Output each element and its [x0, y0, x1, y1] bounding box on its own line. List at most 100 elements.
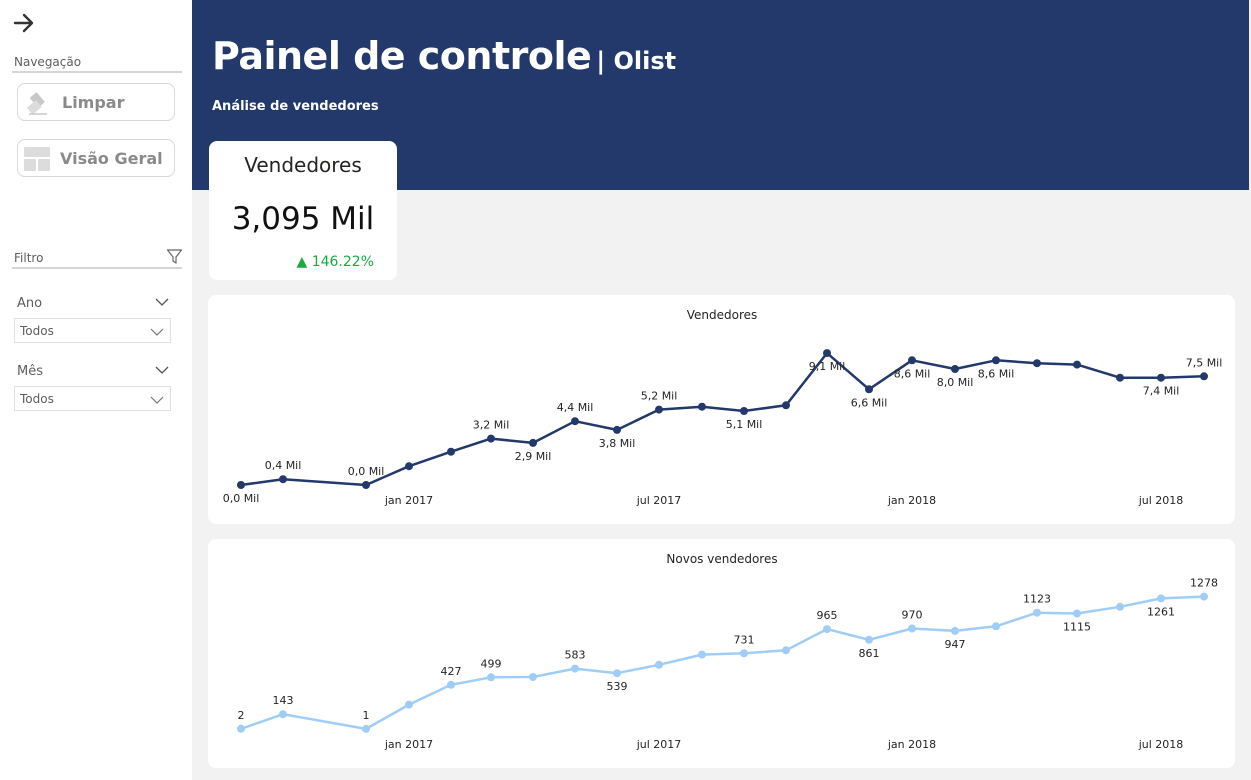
data-point: [823, 625, 831, 634]
year-dropdown-value: Todos: [20, 324, 54, 338]
data-point: [447, 680, 455, 689]
x-tick-label: jan 2018: [887, 494, 936, 507]
chart-title: Vendedores: [687, 308, 758, 322]
x-tick-label: jul 2017: [636, 738, 682, 751]
data-label: 7,4 Mil: [1143, 385, 1180, 398]
data-point: [571, 664, 579, 673]
navigation-divider: [12, 71, 182, 73]
x-tick-label: jan 2018: [887, 738, 936, 751]
arrow-right-icon[interactable]: [12, 11, 36, 35]
data-point: [279, 710, 287, 719]
kpi-delta-value: 146.22%: [311, 254, 374, 270]
data-point: [447, 447, 455, 456]
eraser-icon: [27, 92, 47, 115]
data-point: [865, 635, 873, 644]
filter-icon[interactable]: [166, 248, 183, 265]
chart-title: Novos vendedores: [666, 552, 777, 566]
data-point: [823, 349, 831, 358]
data-label: 427: [441, 665, 462, 678]
data-label: 1261: [1147, 605, 1175, 618]
data-point: [992, 622, 1000, 631]
data-label: 1115: [1063, 621, 1091, 634]
data-point: [613, 425, 621, 434]
data-label: 0,0 Mil: [348, 465, 385, 478]
data-label: 970: [902, 609, 923, 622]
data-label: 8,0 Mil: [937, 376, 974, 389]
main-area: Painel de controle | Olist Análise de ve…: [192, 0, 1251, 780]
data-point: [1033, 359, 1041, 368]
overview-button[interactable]: Visão Geral: [17, 139, 175, 177]
chevron-down-icon[interactable]: [155, 297, 169, 307]
kpi-value: 3,095 Mil: [231, 201, 375, 237]
data-label: 2: [238, 709, 245, 722]
x-tick-label: jan 2017: [384, 494, 433, 507]
filter-divider: [12, 267, 182, 269]
data-point: [487, 673, 495, 682]
data-label: 8,6 Mil: [978, 367, 1015, 380]
x-tick-label: jul 2018: [1138, 738, 1184, 751]
month-dropdown-value: Todos: [20, 392, 54, 406]
data-label: 0,0 Mil: [223, 492, 260, 505]
chevron-down-icon: [150, 396, 164, 404]
series-line: [240, 351, 1205, 487]
data-label: 9,1 Mil: [809, 360, 846, 373]
data-point: [698, 402, 706, 411]
data-label: 947: [945, 638, 966, 651]
page-title-text: Painel de controle: [212, 34, 592, 78]
data-point: [405, 700, 413, 709]
data-point: [1073, 609, 1081, 618]
data-point: [571, 417, 579, 426]
data-point: [613, 669, 621, 678]
data-point: [908, 624, 916, 633]
data-point: [1200, 592, 1208, 601]
layout-grid-icon: [24, 147, 50, 171]
data-label: 8,6 Mil: [894, 367, 931, 380]
data-label: 5,2 Mil: [641, 390, 678, 403]
chevron-down-icon[interactable]: [155, 365, 169, 375]
kpi-delta: ▲ 146.22%: [296, 254, 374, 270]
data-point: [951, 365, 959, 373]
data-label: 3,2 Mil: [473, 419, 510, 432]
data-point: [1033, 608, 1041, 617]
data-label: 5,1 Mil: [726, 418, 763, 431]
year-dropdown[interactable]: Todos: [14, 318, 171, 343]
clear-button-label: Limpar: [62, 93, 125, 112]
filter-label: Filtro: [14, 251, 44, 265]
data-point: [740, 649, 748, 658]
data-label: 583: [565, 649, 586, 662]
data-point: [1200, 372, 1208, 381]
page-title: Painel de controle | Olist: [212, 34, 676, 78]
new-sellers-chart-card: Novos vendedores 2 143 1 427 499 583 539 731 965 8…: [208, 539, 1235, 768]
data-label: 1: [363, 709, 370, 722]
data-point: [782, 646, 790, 655]
sidebar: Navegação Limpar Visão Geral Filtro Ano …: [0, 0, 192, 780]
x-tick-label: jul 2018: [1138, 494, 1184, 507]
x-tick-label: jan 2017: [384, 738, 433, 751]
sellers-chart-card: Vendedores 0,0 Mil 0,4 Mil 0,0 Mil 3,2 Mil 2,…: [208, 295, 1235, 524]
navigation-label: Navegação: [14, 55, 82, 69]
clear-button[interactable]: Limpar: [17, 83, 175, 121]
data-point: [865, 385, 873, 394]
page-title-suffix: | Olist: [596, 47, 677, 75]
data-point: [1157, 594, 1165, 603]
kpi-card: Vendedores 3,095 Mil ▲ 146.22%: [209, 141, 397, 280]
data-point: [992, 356, 1000, 365]
data-point: [529, 438, 537, 447]
data-label: 539: [607, 680, 628, 693]
data-point: [740, 407, 748, 415]
series-line: [240, 595, 1205, 731]
page-subtitle: Análise de vendedores: [212, 99, 379, 114]
data-point: [487, 434, 495, 443]
data-label: 1278: [1190, 577, 1218, 590]
month-filter-label: Mês: [17, 364, 43, 379]
data-point: [1116, 602, 1124, 611]
year-filter-label: Ano: [17, 296, 43, 311]
header: Painel de controle | Olist Análise de ve…: [192, 0, 1249, 190]
month-dropdown[interactable]: Todos: [14, 386, 171, 411]
new-sellers-line-chart: Novos vendedores 2 143 1 427 499 583 539 731 965 8…: [237, 552, 1218, 751]
data-label: 499: [481, 657, 502, 670]
data-point: [362, 481, 370, 489]
overview-button-label: Visão Geral: [60, 149, 163, 168]
data-point: [1157, 373, 1165, 382]
triangle-up-icon: ▲: [296, 254, 308, 270]
